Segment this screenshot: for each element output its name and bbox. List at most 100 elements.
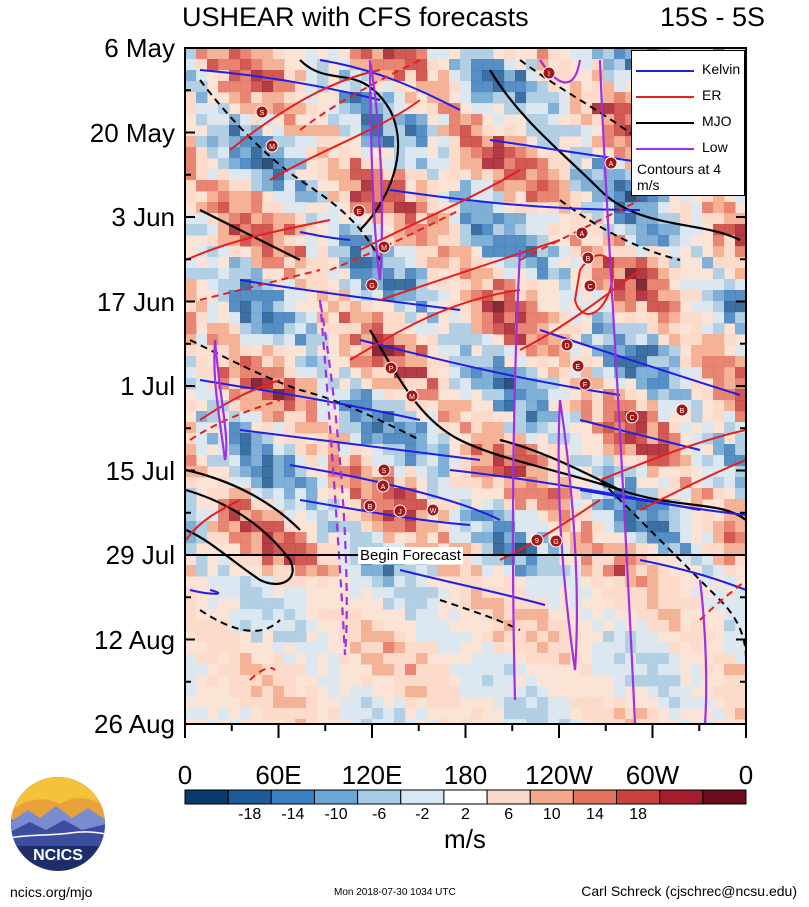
shear-cell — [196, 92, 208, 104]
shear-cell — [702, 565, 714, 577]
shear-cell — [614, 301, 626, 313]
shear-cell — [427, 125, 439, 137]
shear-cell — [482, 356, 494, 368]
shear-cell — [614, 92, 626, 104]
shear-cell — [460, 180, 472, 192]
shear-cell — [735, 455, 746, 467]
shear-cell — [350, 719, 362, 724]
shear-cell — [493, 70, 505, 82]
shear-cell — [724, 367, 736, 379]
shear-cell — [350, 510, 362, 522]
shear-cell — [218, 59, 230, 71]
shear-cell — [427, 48, 439, 60]
shear-cell — [493, 92, 505, 104]
shear-cell — [416, 290, 428, 302]
shear-cell — [328, 686, 340, 698]
shear-cell — [394, 301, 406, 313]
shear-cell — [427, 455, 439, 467]
shear-cell — [636, 455, 648, 467]
shear-cell — [625, 565, 637, 577]
shear-cell — [449, 246, 461, 258]
shear-cell — [383, 642, 395, 654]
storm-icon — [377, 463, 391, 477]
shear-cell — [702, 257, 714, 269]
shear-cell — [262, 400, 274, 412]
shear-cell — [691, 378, 703, 390]
shear-cell — [691, 246, 703, 258]
shear-cell — [361, 510, 373, 522]
shear-cell — [240, 664, 252, 676]
shear-cell — [383, 202, 395, 214]
shear-cell — [713, 213, 725, 225]
shear-cell — [471, 466, 483, 478]
shear-cell — [229, 367, 241, 379]
shear-cell — [482, 653, 494, 665]
shear-cell — [460, 378, 472, 390]
shear-cell — [306, 444, 318, 456]
shear-cell — [229, 488, 241, 500]
shear-cell — [306, 653, 318, 665]
shear-cell — [251, 323, 263, 335]
shear-cell — [526, 653, 538, 665]
shear-cell — [724, 378, 736, 390]
shear-cell — [559, 389, 571, 401]
shear-cell — [504, 191, 516, 203]
shear-cell — [471, 290, 483, 302]
shear-cell — [636, 246, 648, 258]
shear-cell — [614, 103, 626, 115]
shear-cell — [647, 609, 659, 621]
shear-cell — [691, 697, 703, 709]
shear-cell — [570, 180, 582, 192]
shear-cell — [350, 631, 362, 643]
shear-cell — [328, 433, 340, 445]
shear-cell — [361, 202, 373, 214]
shear-cell — [207, 180, 219, 192]
shear-cell — [317, 334, 329, 346]
shear-cell — [702, 345, 714, 357]
shear-cell — [515, 213, 527, 225]
colorbar-swatch — [270, 789, 315, 805]
shear-cell — [251, 202, 263, 214]
shear-cell — [559, 532, 571, 544]
legend-line-er — [636, 96, 694, 98]
shear-cell — [713, 290, 725, 302]
shear-cell — [548, 510, 560, 522]
shear-cell — [713, 257, 725, 269]
shear-cell — [328, 323, 340, 335]
shear-cell — [504, 554, 516, 566]
shear-cell — [625, 125, 637, 137]
shear-cell — [295, 246, 307, 258]
shear-cell — [295, 466, 307, 478]
shear-cell — [658, 455, 670, 467]
shear-cell — [306, 70, 318, 82]
shear-cell — [361, 488, 373, 500]
shear-cell — [240, 521, 252, 533]
shear-cell — [625, 653, 637, 665]
shear-cell — [526, 466, 538, 478]
shear-cell — [317, 389, 329, 401]
shear-cell — [350, 400, 362, 412]
shear-cell — [647, 455, 659, 467]
shear-cell — [218, 620, 230, 632]
shear-cell — [537, 697, 549, 709]
shear-cell — [229, 147, 241, 159]
shear-cell — [350, 345, 362, 357]
shear-cell — [284, 708, 296, 720]
storm-icon — [583, 279, 597, 293]
shear-cell — [273, 92, 285, 104]
shear-cell — [207, 213, 219, 225]
shear-cell — [438, 532, 450, 544]
shear-cell — [438, 642, 450, 654]
shear-cell — [460, 92, 472, 104]
shear-cell — [207, 103, 219, 115]
shear-cell — [515, 642, 527, 654]
shear-cell — [691, 543, 703, 555]
shear-cell — [273, 697, 285, 709]
shear-cell — [218, 433, 230, 445]
shear-cell — [295, 664, 307, 676]
shear-cell — [724, 532, 736, 544]
shear-cell — [372, 565, 384, 577]
shear-cell — [372, 103, 384, 115]
shear-cell — [328, 301, 340, 313]
shear-cell — [482, 532, 494, 544]
